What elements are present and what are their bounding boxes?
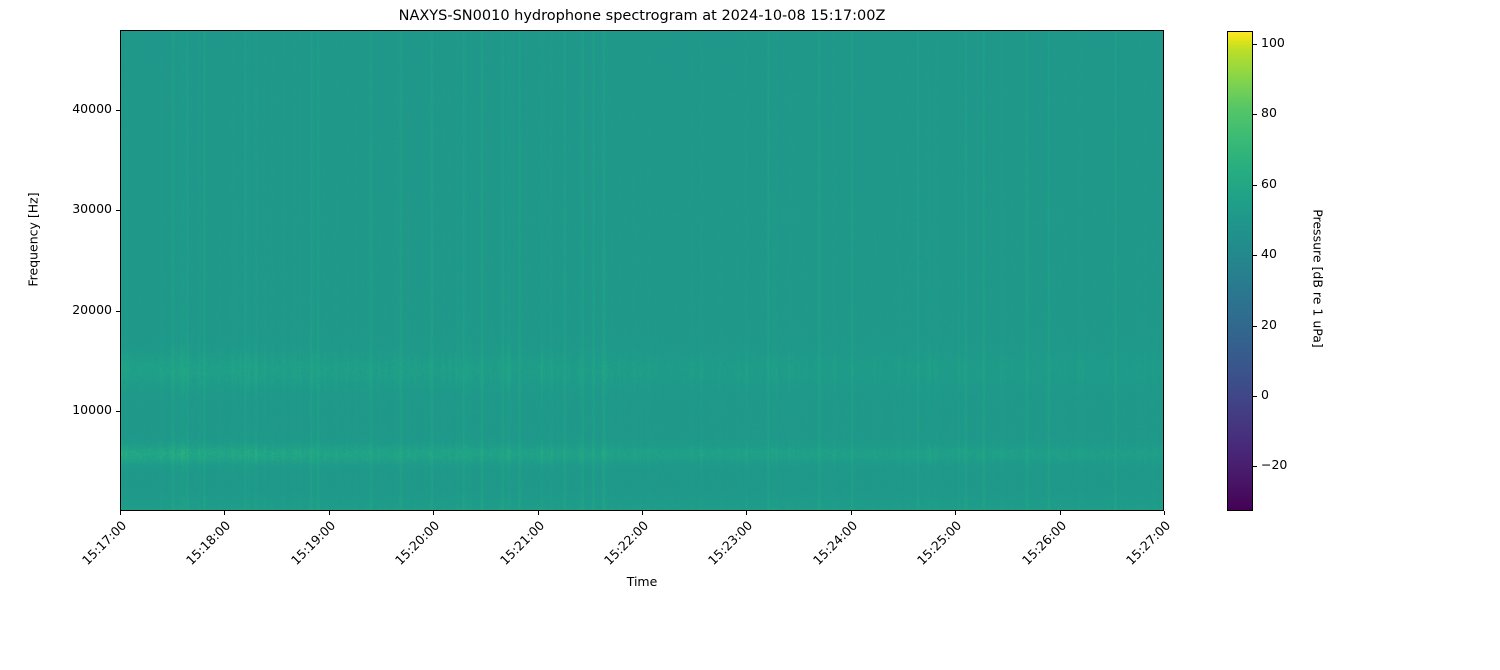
- colorbar-tick-mark: [1253, 396, 1257, 397]
- x-tick-mark: [955, 511, 957, 515]
- y-tick-mark: [116, 411, 120, 412]
- x-tick-mark: [328, 511, 330, 515]
- colorbar-tick-mark: [1253, 114, 1257, 115]
- colorbar-tick-mark: [1253, 185, 1257, 186]
- colorbar-tick-label: 40: [1261, 246, 1277, 261]
- y-tick-label: 40000: [72, 101, 112, 116]
- colorbar-tick-mark: [1253, 326, 1257, 327]
- colorbar-gradient[interactable]: [1227, 31, 1253, 511]
- x-tick-mark: [746, 511, 748, 515]
- spectrogram-axes[interactable]: [120, 30, 1164, 511]
- x-tick-mark: [120, 511, 121, 515]
- x-tick-mark: [850, 511, 852, 515]
- x-tick-mark: [1059, 511, 1061, 515]
- x-tick-mark: [642, 511, 643, 515]
- colorbar-tick-label: 100: [1261, 35, 1285, 50]
- x-tick-mark: [433, 511, 435, 515]
- colorbar-tick-label: 0: [1261, 387, 1269, 402]
- colorbar-tick-mark: [1253, 44, 1257, 45]
- spectrogram-image: [121, 31, 1163, 510]
- chart-title: NAXYS-SN0010 hydrophone spectrogram at 2…: [398, 8, 886, 24]
- y-tick-mark: [116, 110, 120, 111]
- y-tick-label: 10000: [72, 402, 112, 417]
- y-tick-label: 20000: [72, 302, 112, 317]
- spectrogram-figure: NAXYS-SN0010 hydrophone spectrogram at 2…: [25, 8, 1326, 589]
- y-tick-mark: [116, 311, 120, 312]
- colorbar-tick-label: 60: [1261, 176, 1277, 191]
- x-tick-mark: [224, 511, 226, 515]
- colorbar-tick-label: 80: [1261, 105, 1277, 120]
- colorbar-tick-mark: [1253, 466, 1257, 467]
- x-tick-mark: [537, 511, 539, 515]
- x-tick-mark: [1164, 511, 1165, 515]
- x-axis-label: Time: [626, 574, 658, 589]
- colorbar-tick-label: 20: [1261, 317, 1277, 332]
- colorbar-label: Pressure [dB re 1 uPa]: [1310, 209, 1326, 348]
- y-tick-mark: [116, 210, 120, 211]
- colorbar-tick-label: −20: [1261, 457, 1288, 472]
- y-axis-label: Frequency [Hz]: [25, 192, 41, 287]
- colorbar-tick-mark: [1253, 255, 1257, 256]
- y-tick-label: 30000: [72, 201, 112, 216]
